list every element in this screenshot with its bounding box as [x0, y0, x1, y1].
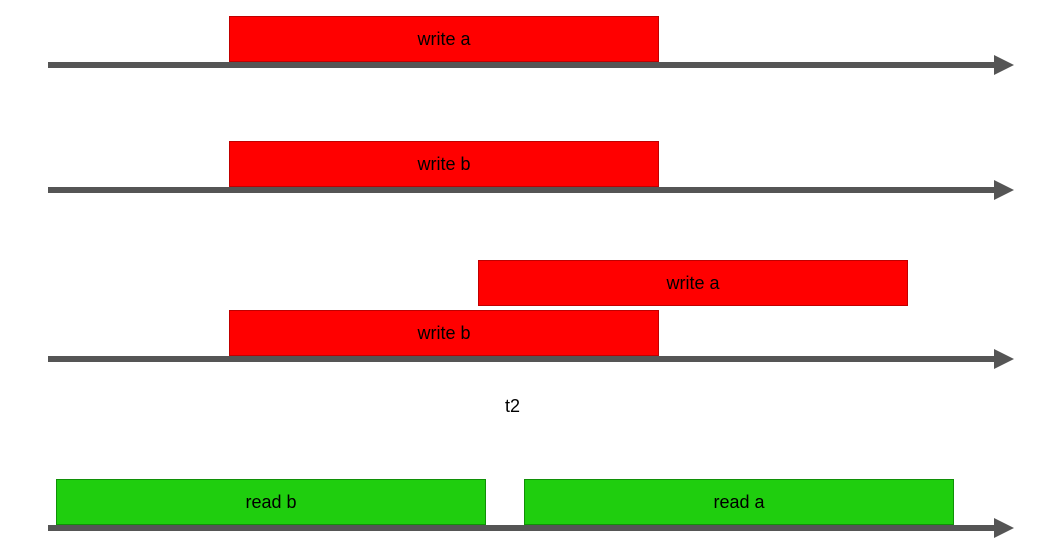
bar-label: read a [713, 492, 764, 513]
read-bar: read b [56, 479, 486, 525]
tick-label: t2 [505, 396, 520, 417]
timeline-arrow-head-icon [994, 349, 1014, 369]
write-bar: write a [478, 260, 908, 306]
read-bar: read a [524, 479, 954, 525]
timeline-arrow-line [48, 525, 998, 531]
bar-label: write a [417, 29, 470, 50]
bar-label: write a [666, 273, 719, 294]
timeline-arrow-line [48, 356, 998, 362]
timeline-arrow-head-icon [994, 55, 1014, 75]
write-bar: write b [229, 141, 659, 187]
timeline-diagram: write a write b write b write a read b read a… [0, 0, 1042, 557]
write-bar: write b [229, 310, 659, 356]
bar-label: read b [245, 492, 296, 513]
timeline-arrow-line [48, 187, 998, 193]
timeline-arrow-line [48, 62, 998, 68]
timeline-arrow-head-icon [994, 180, 1014, 200]
bar-label: write b [417, 323, 470, 344]
bar-label: write b [417, 154, 470, 175]
write-bar: write a [229, 16, 659, 62]
timeline-arrow-head-icon [994, 518, 1014, 538]
